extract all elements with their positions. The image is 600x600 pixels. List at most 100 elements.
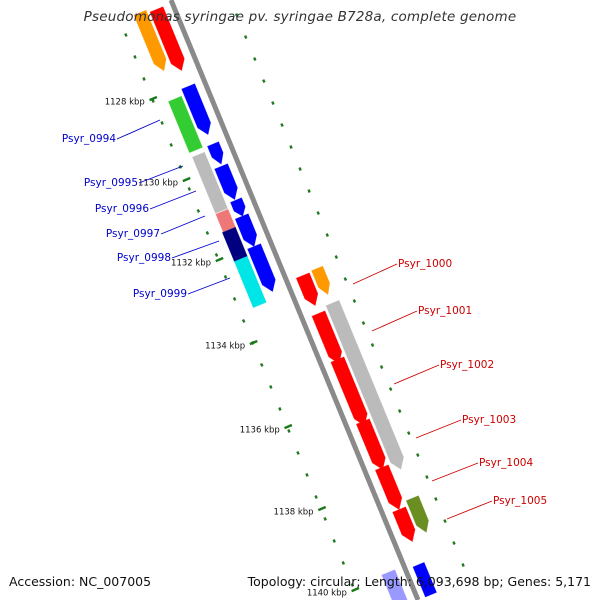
gene-red-bottom[interactable] [392, 506, 416, 542]
gc-dot-left [305, 473, 309, 477]
gc-dot-right [325, 233, 329, 237]
gene-lavender-bottom[interactable] [381, 569, 409, 600]
gc-dot-right [434, 497, 438, 501]
gene-psyr-1000-red[interactable] [295, 272, 319, 306]
gene-psyr-1000[interactable] [311, 265, 330, 295]
gene-label-psyr-0996[interactable]: Psyr_0996 [95, 203, 149, 215]
gc-dot-right [407, 431, 411, 435]
tick-label: 1132 kbp [171, 259, 211, 269]
gc-dot-right [370, 343, 375, 347]
tick-mark [149, 95, 158, 102]
gene-blue-2[interactable] [207, 141, 224, 165]
gene-orange-top-left[interactable] [133, 9, 167, 72]
tick-label: 1136 kbp [240, 426, 280, 436]
gene-label-psyr-1002[interactable]: Psyr_1002 [440, 359, 494, 371]
gc-dot-right [461, 563, 465, 567]
tick-label: 1128 kbp [105, 98, 145, 108]
gc-dot-right [298, 167, 302, 171]
gc-dot-left [341, 561, 346, 565]
tick-label: 1140 kbp [307, 589, 347, 599]
leader-line [171, 240, 220, 259]
gc-dot-left [232, 297, 237, 301]
gc-dot-right [452, 541, 456, 545]
gene-psyr-1002[interactable] [325, 300, 404, 470]
gene-label-psyr-1001[interactable]: Psyr_1001 [418, 305, 472, 317]
gene-blue-1[interactable] [181, 83, 211, 135]
label-leader-lines [116, 119, 493, 520]
gene-blue-3[interactable] [214, 163, 238, 200]
gc-dot-left [124, 33, 128, 37]
gc-dot-left [260, 363, 264, 367]
gene-label-psyr-1000[interactable]: Psyr_1000 [398, 258, 452, 270]
gc-dot-right [316, 211, 320, 215]
gene-label-psyr-0997[interactable]: Psyr_0997 [106, 228, 160, 240]
gc-dot-left [142, 77, 146, 81]
gc-dot-left [241, 319, 246, 323]
gc-dot-right [397, 409, 402, 413]
gc-skew-dots [124, 13, 465, 587]
tick-label: 1138 kbp [274, 508, 314, 518]
gene-label-psyr-1003[interactable]: Psyr_1003 [462, 414, 516, 426]
gene-psyr-1003-red[interactable] [330, 356, 368, 426]
gene-blue-bottom[interactable] [412, 562, 437, 598]
gene-psyr-1005[interactable] [405, 495, 429, 533]
gene-psyr-0996-gray[interactable] [202, 176, 228, 214]
leader-line [138, 165, 184, 184]
gc-dot-right [361, 321, 366, 325]
gene-labels: Psyr_0994 Psyr_0995 Psyr_0996 Psyr_0997 Psyr… [62, 133, 547, 507]
tick-mark [182, 176, 191, 183]
leader-line [446, 500, 493, 520]
gc-dot-right [243, 35, 248, 39]
gc-dot-left [332, 539, 336, 543]
gc-dot-right [343, 277, 348, 281]
gc-dot-right [425, 475, 429, 479]
accession-text: Accession: NC_007005 [9, 574, 152, 589]
gc-dot-right [443, 519, 447, 523]
gc-dot-left [287, 429, 291, 433]
gene-label-psyr-0994[interactable]: Psyr_0994 [62, 133, 116, 145]
leader-line [415, 419, 462, 439]
gene-label-psyr-0995[interactable]: Psyr_0995 [84, 177, 138, 189]
leader-line [371, 310, 418, 332]
tick-label: 1134 kbp [205, 342, 245, 352]
gene-label-psyr-1005[interactable]: Psyr_1005 [493, 495, 547, 507]
gene-psyr-0994[interactable] [168, 95, 203, 153]
gc-dot-right [352, 299, 357, 303]
leader-line [160, 215, 206, 235]
gene-blue-4[interactable] [230, 197, 246, 217]
gc-dot-left [269, 385, 273, 389]
gc-dot-left [278, 407, 282, 411]
gc-dot-right [379, 365, 384, 369]
gc-dot-right [234, 13, 239, 17]
gc-dot-left [133, 55, 137, 59]
leader-line [352, 263, 398, 285]
genome-summary-text: Topology: circular; Length: 6,093,698 bp… [247, 574, 591, 589]
gene-psyr-0999[interactable] [234, 255, 267, 308]
gc-dot-left [196, 209, 201, 213]
gene-psyr-1001-red[interactable] [311, 310, 343, 364]
gene-psyr-1005-red[interactable] [375, 464, 403, 510]
gc-dot-left [205, 231, 210, 235]
gene-red-top-left[interactable] [149, 6, 185, 71]
gene-label-psyr-0999[interactable]: Psyr_0999 [133, 288, 187, 300]
map-title: Pseudomonas syringae pv. syringae B728a,… [83, 9, 517, 25]
tick-marks: 1128 kbp 1130 kbp 1132 kbp 1134 kbp 1136 kbp… [105, 95, 360, 599]
gene-blue-6[interactable] [247, 243, 276, 292]
gene-label-psyr-0998[interactable]: Psyr_0998 [117, 252, 171, 264]
gene-psyr-1004-red[interactable] [356, 418, 386, 470]
gc-dot-left [214, 253, 219, 257]
gene-features [133, 6, 437, 600]
tick-mark [249, 339, 258, 346]
gc-dot-right [307, 189, 311, 193]
gc-dot-left [160, 121, 164, 125]
gc-dot-left [169, 143, 173, 147]
gene-blue-5[interactable] [234, 213, 258, 247]
tick-mark [351, 586, 360, 593]
gc-dot-right [262, 79, 266, 83]
tick-mark [284, 423, 293, 430]
gc-dot-left [323, 517, 327, 521]
gene-label-psyr-1004[interactable]: Psyr_1004 [479, 457, 533, 469]
gc-dot-left [223, 275, 228, 279]
gc-dot-right [416, 453, 420, 457]
